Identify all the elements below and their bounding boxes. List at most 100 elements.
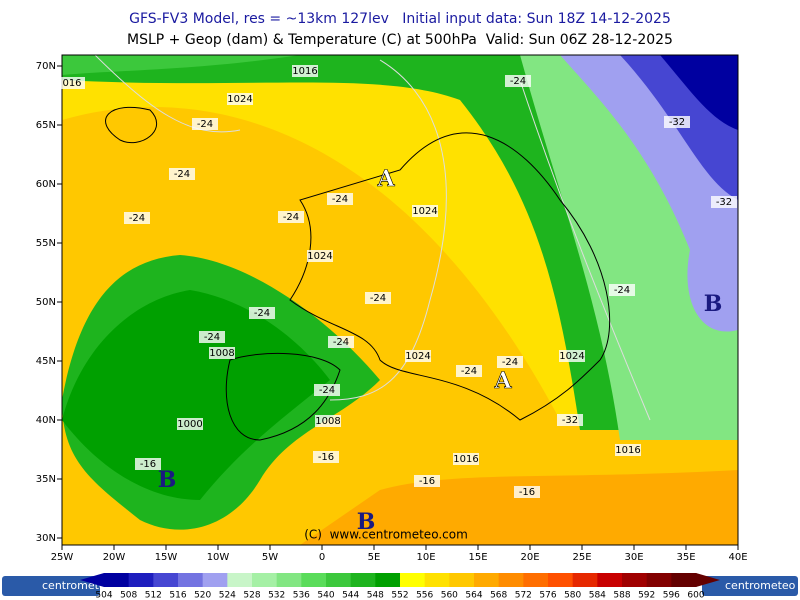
label-box [292, 65, 318, 77]
colorbar-arrow [80, 573, 104, 587]
map-label: 1024 [412, 206, 437, 217]
lat-label: 35N [36, 474, 56, 485]
lon-label: 10W [207, 552, 230, 563]
logo-box [2, 576, 100, 596]
map-label: 1008 [209, 348, 234, 359]
lon-label: 5W [262, 552, 278, 563]
colorbar-swatch [350, 573, 376, 587]
label-box [249, 307, 275, 319]
colorbar-label: 580 [564, 591, 581, 600]
colorbar-swatch [375, 573, 401, 587]
colorbar-label: 584 [589, 591, 606, 600]
map-label: -24 [129, 213, 145, 224]
colorbar-swatch [326, 573, 352, 587]
colorbar-label: 504 [95, 591, 112, 600]
label-box [327, 193, 353, 205]
colorbar-label: 512 [145, 591, 162, 600]
label-box [199, 331, 225, 343]
colorbar-swatch [449, 573, 475, 587]
map-label: 1024 [559, 351, 584, 362]
colorbar-label: 528 [243, 591, 260, 600]
colorbar-label: 592 [638, 591, 655, 600]
map-label: -24 [283, 212, 299, 223]
lon-label: 20W [103, 552, 126, 563]
colorbar-label: 544 [342, 591, 359, 600]
colorbar-swatch [276, 573, 302, 587]
label-box [615, 444, 641, 456]
lon-label: 0 [319, 552, 325, 563]
colorbar-swatch [548, 573, 574, 587]
label-box [314, 384, 340, 396]
lon-label: 5E [368, 552, 381, 563]
copyright: (C) www.centrometeo.com [304, 528, 468, 542]
label-box [412, 205, 438, 217]
colorbar-swatch [153, 573, 179, 587]
label-box [177, 418, 203, 430]
lon-label: 15E [468, 552, 487, 563]
map-label: -24 [254, 308, 270, 319]
label-box [514, 486, 540, 498]
colorbar-label: 556 [416, 591, 433, 600]
lat-label: 70N [36, 61, 56, 72]
lat-label: 50N [36, 297, 56, 308]
map-label: 1000 [177, 419, 202, 430]
colorbar-label: 552 [391, 591, 408, 600]
map-label: 1024 [405, 351, 430, 362]
label-box [169, 168, 195, 180]
label-box [328, 336, 354, 348]
colorbar-arrow [696, 573, 720, 587]
colorbar-label: 520 [194, 591, 211, 600]
colorbar-swatch [646, 573, 672, 587]
map-label: -24 [319, 385, 335, 396]
map-label: 1016 [292, 66, 317, 77]
colorbar-swatch [523, 573, 549, 587]
map-label: -24 [333, 337, 349, 348]
map-label: -32 [716, 197, 732, 208]
logo-box [702, 576, 798, 596]
colorbar-swatch [622, 573, 648, 587]
map-label: -16 [318, 452, 334, 463]
label-box [405, 350, 431, 362]
lon-label: 25W [51, 552, 74, 563]
label-box [59, 77, 85, 89]
colorbar-swatch [474, 573, 500, 587]
colorbar-swatch [572, 573, 598, 587]
map-label: -24 [502, 357, 518, 368]
colorbar-swatch [597, 573, 623, 587]
map-label: -24 [370, 293, 386, 304]
colorbar-label: 600 [687, 591, 704, 600]
colorbar-label: 568 [490, 591, 507, 600]
map-label: 016 [62, 78, 81, 89]
pressure-center: B [704, 291, 723, 317]
colorbar-label: 588 [613, 591, 630, 600]
colorbar-swatch [400, 573, 426, 587]
colorbar-swatch [104, 573, 130, 587]
label-box [664, 116, 690, 128]
map-label: -16 [419, 476, 435, 487]
lon-label: 30E [624, 552, 643, 563]
label-box [497, 356, 523, 368]
lon-label: 20E [520, 552, 539, 563]
label-box [365, 292, 391, 304]
label-box [453, 453, 479, 465]
colorbar-label: 560 [441, 591, 458, 600]
lon-label: 15W [155, 552, 178, 563]
colorbar-swatch [252, 573, 278, 587]
colorbar-swatch [301, 573, 327, 587]
colorbar-label: 536 [293, 591, 310, 600]
map-label: -24 [204, 332, 220, 343]
map-label: -24 [332, 194, 348, 205]
label-box [209, 347, 235, 359]
colorbar-label: 516 [169, 591, 186, 600]
colorbar-label: 508 [120, 591, 137, 600]
map-label: -16 [140, 459, 156, 470]
colorbar-label: 564 [465, 591, 482, 600]
map-label: -32 [562, 415, 578, 426]
colorbar-label: 532 [268, 591, 285, 600]
label-box [135, 458, 161, 470]
label-box [192, 118, 218, 130]
label-box [124, 212, 150, 224]
map-label: 1024 [307, 251, 332, 262]
lat-label: 45N [36, 356, 56, 367]
